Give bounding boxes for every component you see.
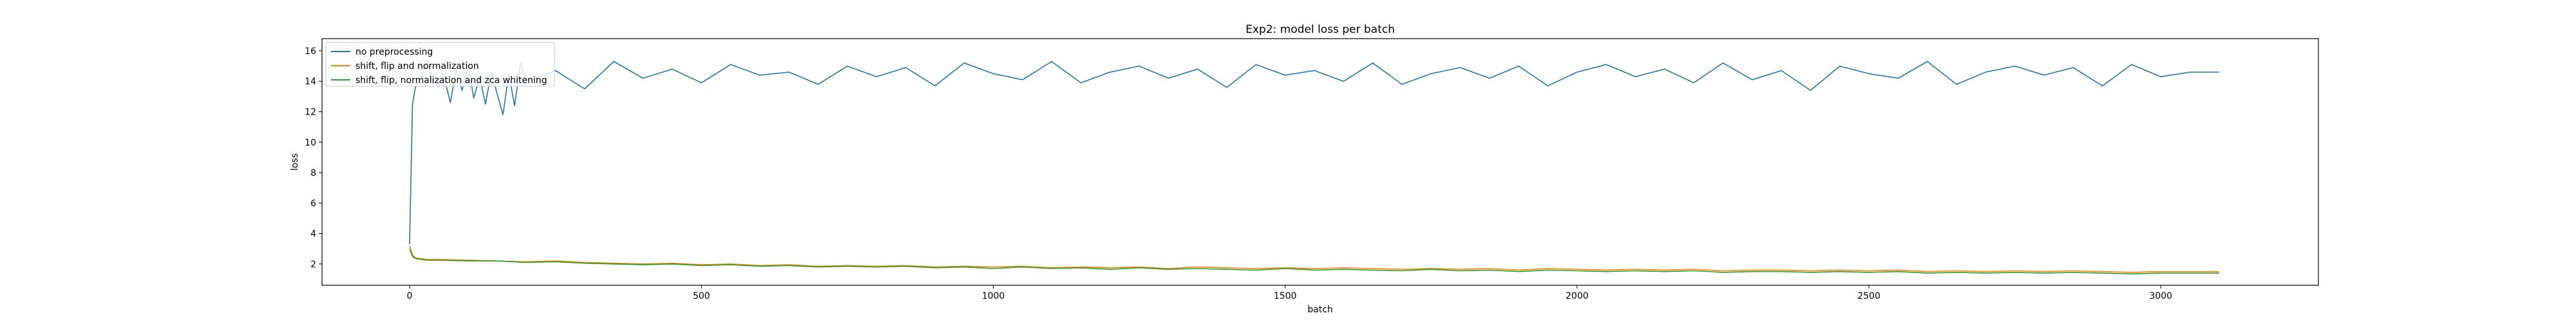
series-line-2 [409, 245, 2219, 273]
legend-box [325, 42, 555, 87]
y-tick-label: 8 [310, 168, 316, 178]
x-tick-label: 1500 [1274, 291, 1297, 301]
legend-label-1: no preprocessing [355, 47, 433, 57]
y-tick-label: 10 [305, 138, 316, 148]
x-tick-label: 0 [407, 291, 413, 301]
y-tick-label: 12 [305, 107, 316, 117]
legend: no preprocessing shift, flip and normaliz… [325, 42, 555, 87]
x-tick-label: 2000 [1566, 291, 1589, 301]
y-axis-label: loss [290, 153, 300, 171]
x-axis-label: batch [1307, 305, 1333, 315]
y-axis: 2 4 6 8 10 12 14 16 [305, 46, 322, 270]
chart-title: Exp2: model loss per batch [1245, 23, 1395, 36]
legend-label-3: shift, flip, normalization and zca white… [355, 75, 547, 86]
series-line-3 [409, 249, 2219, 275]
y-tick-label: 2 [310, 260, 316, 270]
x-tick-label: 1000 [982, 291, 1005, 301]
x-tick-label: 2500 [1857, 291, 1880, 301]
legend-label-2: shift, flip and normalization [355, 61, 479, 71]
x-axis: 0 500 1000 1500 2000 2500 3000 [407, 285, 2172, 301]
x-tick-label: 500 [693, 291, 710, 301]
plot-frame [321, 38, 2319, 286]
y-tick-label: 14 [305, 77, 316, 87]
y-tick-label: 16 [305, 46, 316, 57]
x-tick-label: 3000 [2149, 291, 2172, 301]
y-tick-label: 4 [310, 229, 316, 240]
y-tick-label: 6 [310, 198, 316, 209]
